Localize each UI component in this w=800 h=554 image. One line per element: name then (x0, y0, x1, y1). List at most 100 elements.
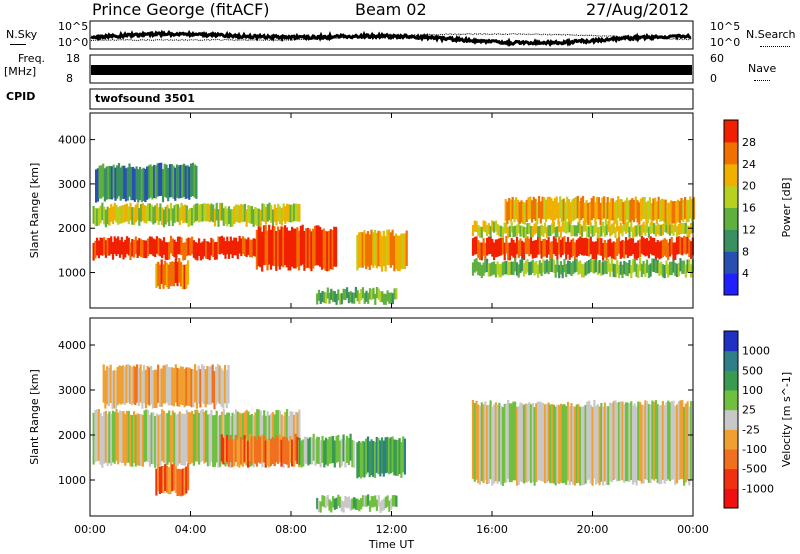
velocity-panel-cell (319, 440, 322, 468)
velocity-panel-colorbar-swatch (724, 370, 738, 391)
power-panel-cell (150, 204, 153, 223)
power-panel-cell (491, 220, 494, 232)
power-panel-cell (374, 293, 377, 305)
velocity-panel-cell (134, 366, 137, 405)
velocity-panel-cell (347, 496, 350, 508)
power-panel-cell (97, 207, 100, 226)
power-panel-cell (610, 258, 613, 272)
power-panel-cell (508, 242, 511, 261)
power-panel-cell (224, 241, 227, 259)
power-panel-cell (667, 264, 670, 278)
power-panel-cell (690, 241, 693, 259)
velocity-panel-cell (280, 439, 283, 467)
power-panel-cell (195, 165, 198, 199)
velocity-panel-cell (225, 369, 228, 409)
power-panel-cell (654, 225, 657, 237)
velocity-panel-cell (217, 416, 220, 468)
power-panel-cell (122, 204, 125, 223)
power-panel-cell (210, 237, 213, 256)
velocity-panel-cell (319, 501, 322, 513)
power-panel-cell (342, 288, 345, 300)
power-panel-cell (475, 258, 478, 272)
power-panel-cell (647, 264, 650, 279)
power-panel-cell (98, 165, 101, 199)
power-panel-cell (561, 220, 564, 232)
power-panel-cell (564, 202, 567, 225)
power-panel-cell (533, 262, 536, 276)
velocity-panel-cell (234, 434, 237, 462)
power-panel-cell (315, 225, 318, 266)
velocity-panel-cell (605, 406, 608, 486)
power-panel-cell (146, 166, 149, 200)
power-panel-cell (500, 264, 503, 278)
power-panel-cell (515, 224, 519, 236)
power-panel-cell (181, 264, 184, 289)
power-panel-cell (266, 204, 269, 222)
power-panel-cell (688, 239, 691, 257)
power-panel-cell (538, 236, 541, 255)
power-panel-cell (589, 258, 592, 272)
power-panel-cell (494, 220, 497, 232)
velocity-panel-cell (398, 438, 401, 474)
power-panel-cell (173, 239, 176, 258)
power-panel-cell (117, 163, 121, 197)
velocity-panel-cell (202, 366, 205, 405)
power-panel-colorbar-tick: 4 (742, 267, 749, 280)
power-panel-cell (229, 209, 232, 227)
power-panel-cell (522, 242, 526, 260)
power-panel-cell (210, 203, 213, 222)
power-panel-cell (97, 240, 100, 259)
power-panel-cell (578, 201, 581, 224)
power-panel-cell (570, 239, 573, 258)
power-panel-cell (145, 205, 148, 224)
power-panel-cell (203, 203, 206, 221)
power-panel-cell (498, 238, 501, 256)
power-panel-cell (227, 206, 231, 224)
cpid-value: twofsound 3501 (95, 92, 195, 105)
power-panel-cell (572, 238, 575, 256)
power-panel-cell (190, 163, 193, 197)
power-panel-cell (526, 259, 529, 273)
velocity-panel-cell (227, 365, 230, 404)
velocity-panel-cell (155, 468, 158, 496)
power-panel-cell (588, 238, 591, 257)
velocity-panel-cell (116, 367, 119, 406)
power-panel-cell (287, 204, 290, 222)
power-panel-cell (168, 208, 171, 227)
power-panel-cell (579, 223, 582, 235)
velocity-panel-cell (654, 400, 657, 479)
velocity-panel-cell (402, 436, 405, 473)
velocity-panel-cell (104, 370, 107, 409)
power-panel-cell (115, 204, 118, 223)
velocity-panel-cell (155, 369, 158, 408)
power-panel-cell (183, 264, 186, 290)
power-panel-cell (106, 237, 109, 256)
velocity-panel-cell (388, 438, 391, 475)
power-panel-cell (130, 167, 133, 201)
power-panel-cell (619, 222, 622, 234)
power-panel-cell (631, 227, 635, 239)
velocity-panel-cell (668, 402, 672, 481)
velocity-panel-cell (208, 366, 211, 405)
power-panel-cell (543, 197, 546, 220)
velocity-panel-cell (649, 404, 652, 484)
velocity-panel-cell (166, 413, 169, 465)
velocity-panel-cell (614, 400, 617, 480)
power-panel-cell (663, 264, 666, 279)
velocity-panel-cell (519, 402, 522, 482)
power-panel-cell (203, 238, 206, 257)
x-tick-label: 12:00 (376, 523, 408, 536)
power-panel-cell (113, 236, 116, 254)
velocity-panel-cell (493, 404, 496, 484)
power-panel-cell (298, 204, 301, 222)
power-panel-cell (612, 222, 615, 234)
velocity-panel-cell (213, 371, 216, 410)
power-panel-cell (642, 260, 645, 275)
velocity-panel-cell (167, 467, 170, 495)
power-panel-cell (500, 225, 503, 237)
power-panel-cell (548, 196, 551, 219)
power-panel-cell (566, 196, 569, 219)
power-panel-cell (381, 291, 384, 303)
power-panel-cell (635, 242, 638, 261)
power-panel-cell (631, 259, 635, 273)
